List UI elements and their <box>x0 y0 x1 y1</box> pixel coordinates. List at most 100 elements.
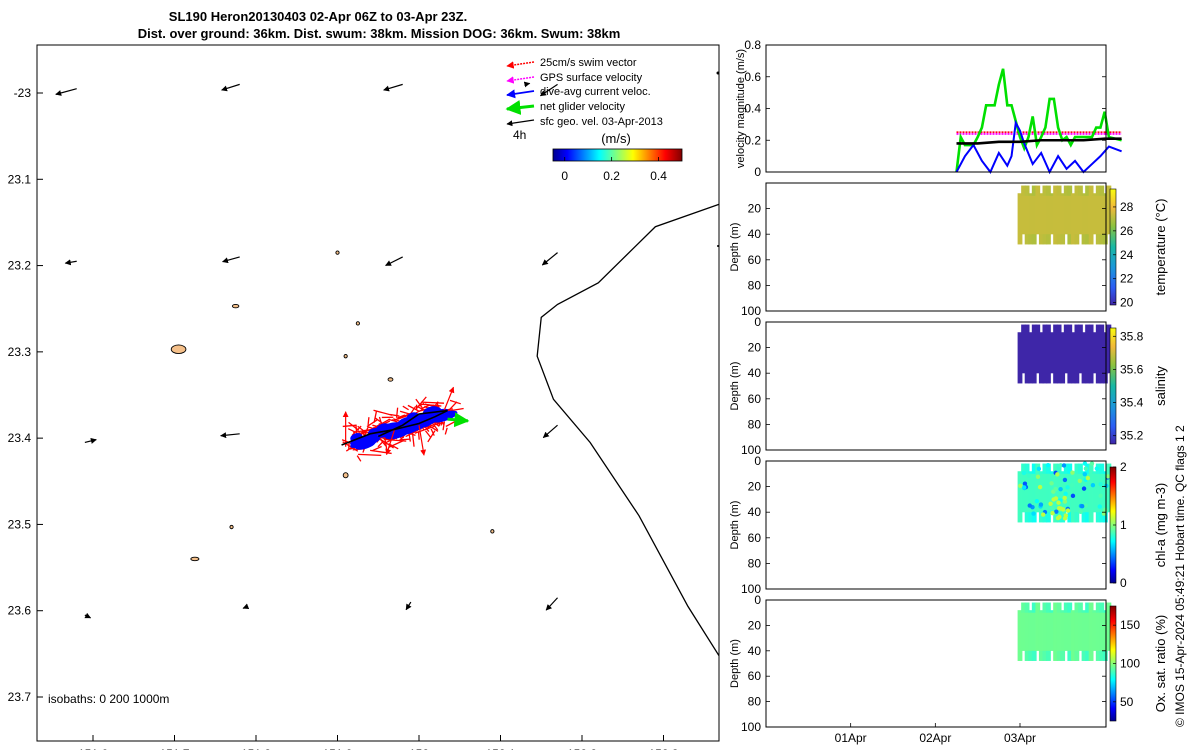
swim-vector <box>427 430 436 443</box>
colorbar-tick-label: 100 <box>1120 657 1140 671</box>
swim-vector <box>442 386 455 413</box>
speed-colorbar: (m/s) 0 0.2 0.4 <box>552 131 683 183</box>
panel-frame <box>765 460 1107 590</box>
map-xtick-label: 152.3 <box>648 747 678 750</box>
depth-ytick-label: 0 <box>754 454 761 468</box>
map-speck <box>716 71 719 75</box>
map-frame <box>36 44 720 742</box>
geo-current-arrow <box>242 603 250 610</box>
chl-sample <box>1034 498 1040 504</box>
legend-label-net: net glider velocity <box>540 101 625 113</box>
chl-sample <box>1089 461 1095 466</box>
panel-frame <box>765 182 1107 312</box>
reef-island <box>231 303 240 309</box>
chl-sample <box>1036 466 1042 472</box>
figure-title-line2: Dist. over ground: 36km. Dist. swum: 38k… <box>138 26 621 41</box>
chl-sample <box>1031 511 1036 516</box>
chl-sample <box>1021 470 1027 476</box>
depth-ytick-label: 100 <box>741 720 761 734</box>
geo-current-arrow <box>383 83 403 92</box>
chl-sample <box>1053 496 1059 501</box>
chl-sample <box>1085 475 1091 481</box>
colorbar-tick-label: 28 <box>1120 200 1134 214</box>
swim-vector <box>442 421 446 431</box>
depth-ylabel: Depth (m) <box>729 501 741 550</box>
date-xtick-label: 03Apr <box>1004 731 1036 745</box>
colorbar-tick-label: 26 <box>1120 224 1134 238</box>
chl-sample <box>1090 482 1096 488</box>
colorbar-tick-label: 24 <box>1120 248 1134 262</box>
series-sfc-geo--vel- <box>956 137 1122 145</box>
colorbar-tick-label: 35.4 <box>1120 396 1144 410</box>
swim-vector <box>444 427 448 435</box>
chl-sample <box>1082 471 1087 477</box>
depth-ytick-label: 40 <box>748 505 762 519</box>
series-dive-avg-current-veloc- <box>955 119 1122 175</box>
reef-island <box>343 353 348 359</box>
depth-ytick-label: 60 <box>748 531 762 545</box>
depth-ytick-label: 0 <box>754 593 761 607</box>
map-ytick-label: -23 <box>14 86 32 100</box>
vel-ylabel: velocity magnitude (m/s) <box>735 49 747 168</box>
reef-island <box>355 321 360 326</box>
interval-label: 4h <box>513 128 526 142</box>
legend-swatch-geo <box>506 119 535 127</box>
speed-colorbar-bar <box>552 148 683 162</box>
colorbar-tick-label: 50 <box>1120 695 1134 709</box>
swim-vector <box>418 425 427 456</box>
chl-sample <box>1037 484 1043 490</box>
depth-ylabel: Depth (m) <box>729 223 741 272</box>
depth-ytick-label: 80 <box>748 695 762 709</box>
chl-sample <box>1050 505 1055 511</box>
swim-vector <box>407 404 420 412</box>
swim-vector <box>405 429 419 438</box>
speed-colorbar-tick-label: 0.2 <box>603 169 620 183</box>
swim-vector <box>421 401 445 404</box>
coastline <box>536 203 719 657</box>
geo-current-arrow <box>220 432 240 439</box>
colorbar-label: temperature (°C) <box>1153 199 1168 296</box>
speed-colorbar-title: (m/s) <box>601 131 631 146</box>
colorbar-tick-label: 35.2 <box>1120 429 1144 443</box>
map-xtick-label: 151.8 <box>241 747 271 750</box>
panel-3: 0 20 40 60 80 100 Depth (m) 35.2 35.4 35.6 35.8 sal… <box>729 315 1168 457</box>
geo-current-arrow <box>541 252 558 266</box>
chl-sample <box>1056 500 1061 505</box>
chl-sample <box>1018 483 1023 489</box>
swim-vector <box>342 424 357 428</box>
vel-ytick-label: 0.4 <box>744 102 761 116</box>
swim-vector <box>366 419 378 428</box>
colorbar-tick-label: 35.8 <box>1120 329 1144 343</box>
chl-sample <box>1063 491 1068 497</box>
chl-sample <box>1077 478 1083 484</box>
depth-ytick-label: 60 <box>748 392 762 406</box>
chl-sample <box>1061 463 1067 468</box>
geo-current-arrow <box>64 259 77 266</box>
map-legend: 25cm/s swim vector GPS surface velocity … <box>505 57 663 142</box>
chl-sample <box>1098 482 1103 487</box>
swim-vector <box>355 424 358 435</box>
swim-vector <box>383 438 407 442</box>
legend-swatch-swim <box>506 61 535 69</box>
chl-sample <box>1062 516 1068 521</box>
profile-fill <box>1020 334 1109 374</box>
colorbar-label: salinity <box>1153 366 1168 406</box>
geo-current-arrow <box>385 256 403 267</box>
swim-vector <box>385 429 396 456</box>
swim-vector <box>411 433 415 447</box>
map-xtick-label: 152.1 <box>485 747 515 750</box>
swim-vector <box>415 396 427 410</box>
depth-ytick-label: 80 <box>748 556 762 570</box>
current-vector-cluster <box>350 436 370 446</box>
chl-sample <box>1098 493 1103 499</box>
depth-ytick-label: 0 <box>754 315 761 329</box>
panel-frame <box>765 599 1107 728</box>
map-ytick-label: 23.6 <box>8 604 32 618</box>
chl-sample <box>1079 504 1085 509</box>
swim-vector <box>373 411 378 423</box>
chl-sample <box>1053 486 1058 492</box>
map-xtick-label: 151.7 <box>159 747 189 750</box>
chl-sample <box>1058 486 1063 492</box>
swim-vector <box>417 431 420 440</box>
